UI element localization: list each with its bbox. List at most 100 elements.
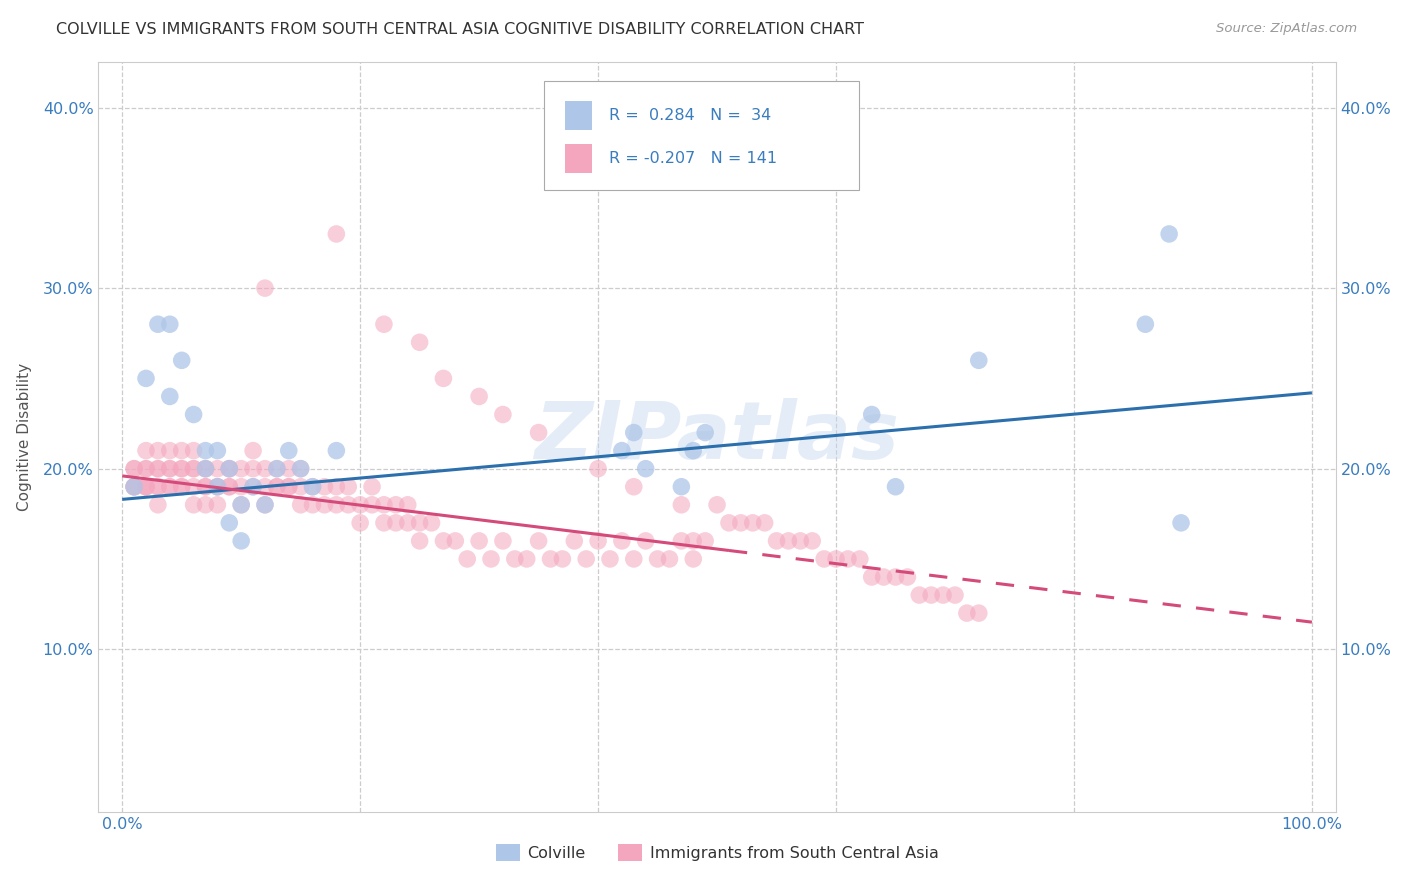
Point (218, 461, 240, 475)
Point (789, 533, 811, 548)
Point (159, 317, 181, 331)
Point (503, 552, 526, 566)
Point (231, 498, 253, 512)
Point (599, 552, 621, 566)
Point (444, 533, 467, 548)
Point (610, 443, 633, 458)
Point (122, 461, 145, 475)
Point (432, 533, 454, 548)
Point (135, 480, 157, 494)
Point (135, 443, 157, 458)
FancyBboxPatch shape (544, 81, 859, 190)
Point (860, 570, 883, 584)
Point (170, 480, 193, 494)
Point (231, 533, 253, 548)
Point (671, 480, 693, 494)
Point (754, 516, 776, 530)
Point (122, 480, 145, 494)
Point (516, 552, 538, 566)
Point (242, 480, 264, 494)
Point (706, 498, 728, 512)
Point (884, 480, 907, 494)
Point (183, 461, 205, 475)
Text: ZIPatlas: ZIPatlas (534, 398, 900, 476)
Point (290, 498, 312, 512)
Point (301, 480, 323, 494)
Point (586, 533, 609, 548)
Point (468, 533, 491, 548)
Point (231, 480, 253, 494)
Point (170, 461, 193, 475)
Text: COLVILLE VS IMMIGRANTS FROM SOUTH CENTRAL ASIA COGNITIVE DISABILITY CORRELATION : COLVILLE VS IMMIGRANTS FROM SOUTH CENTRA… (56, 22, 865, 37)
Point (170, 353, 193, 368)
Point (170, 461, 193, 475)
Point (479, 552, 502, 566)
Point (943, 588, 966, 602)
Point (492, 533, 515, 548)
Point (301, 480, 323, 494)
Point (456, 552, 478, 566)
Point (242, 461, 264, 475)
Point (207, 480, 229, 494)
Point (266, 461, 288, 475)
Point (194, 461, 217, 475)
Point (122, 480, 145, 494)
Point (146, 498, 169, 512)
Point (837, 552, 859, 566)
Text: R =  0.284   N =  34: R = 0.284 N = 34 (609, 108, 772, 123)
Point (301, 498, 323, 512)
Point (361, 480, 384, 494)
Point (207, 480, 229, 494)
Point (337, 498, 360, 512)
Point (349, 516, 371, 530)
Point (183, 480, 205, 494)
Point (183, 443, 205, 458)
Point (634, 533, 657, 548)
Point (194, 480, 217, 494)
Point (231, 498, 253, 512)
Point (146, 461, 169, 475)
Bar (565, 102, 592, 130)
Point (207, 480, 229, 494)
Point (146, 461, 169, 475)
Point (361, 498, 384, 512)
Point (135, 461, 157, 475)
Point (920, 588, 942, 602)
Point (682, 552, 704, 566)
Point (408, 516, 430, 530)
Point (194, 461, 217, 475)
Point (682, 533, 704, 548)
Point (562, 533, 585, 548)
Point (337, 480, 360, 494)
Point (170, 480, 193, 494)
Point (813, 552, 835, 566)
Bar (565, 145, 592, 172)
Point (242, 480, 264, 494)
Point (159, 443, 181, 458)
Point (717, 516, 740, 530)
Point (159, 461, 181, 475)
Point (695, 533, 717, 548)
Point (218, 480, 240, 494)
Point (932, 588, 955, 602)
Point (159, 480, 181, 494)
Text: Source: ZipAtlas.com: Source: ZipAtlas.com (1216, 22, 1357, 36)
Point (623, 425, 645, 440)
Point (778, 533, 800, 548)
Point (1135, 317, 1157, 331)
Point (290, 480, 312, 494)
Point (671, 498, 693, 512)
Point (551, 552, 574, 566)
Point (135, 461, 157, 475)
Point (325, 227, 347, 241)
Point (396, 498, 419, 512)
Point (623, 552, 645, 566)
Point (146, 443, 169, 458)
Point (849, 552, 872, 566)
Point (218, 461, 240, 475)
Point (266, 480, 288, 494)
Point (194, 443, 217, 458)
Point (825, 552, 848, 566)
Point (420, 516, 443, 530)
Point (183, 498, 205, 512)
